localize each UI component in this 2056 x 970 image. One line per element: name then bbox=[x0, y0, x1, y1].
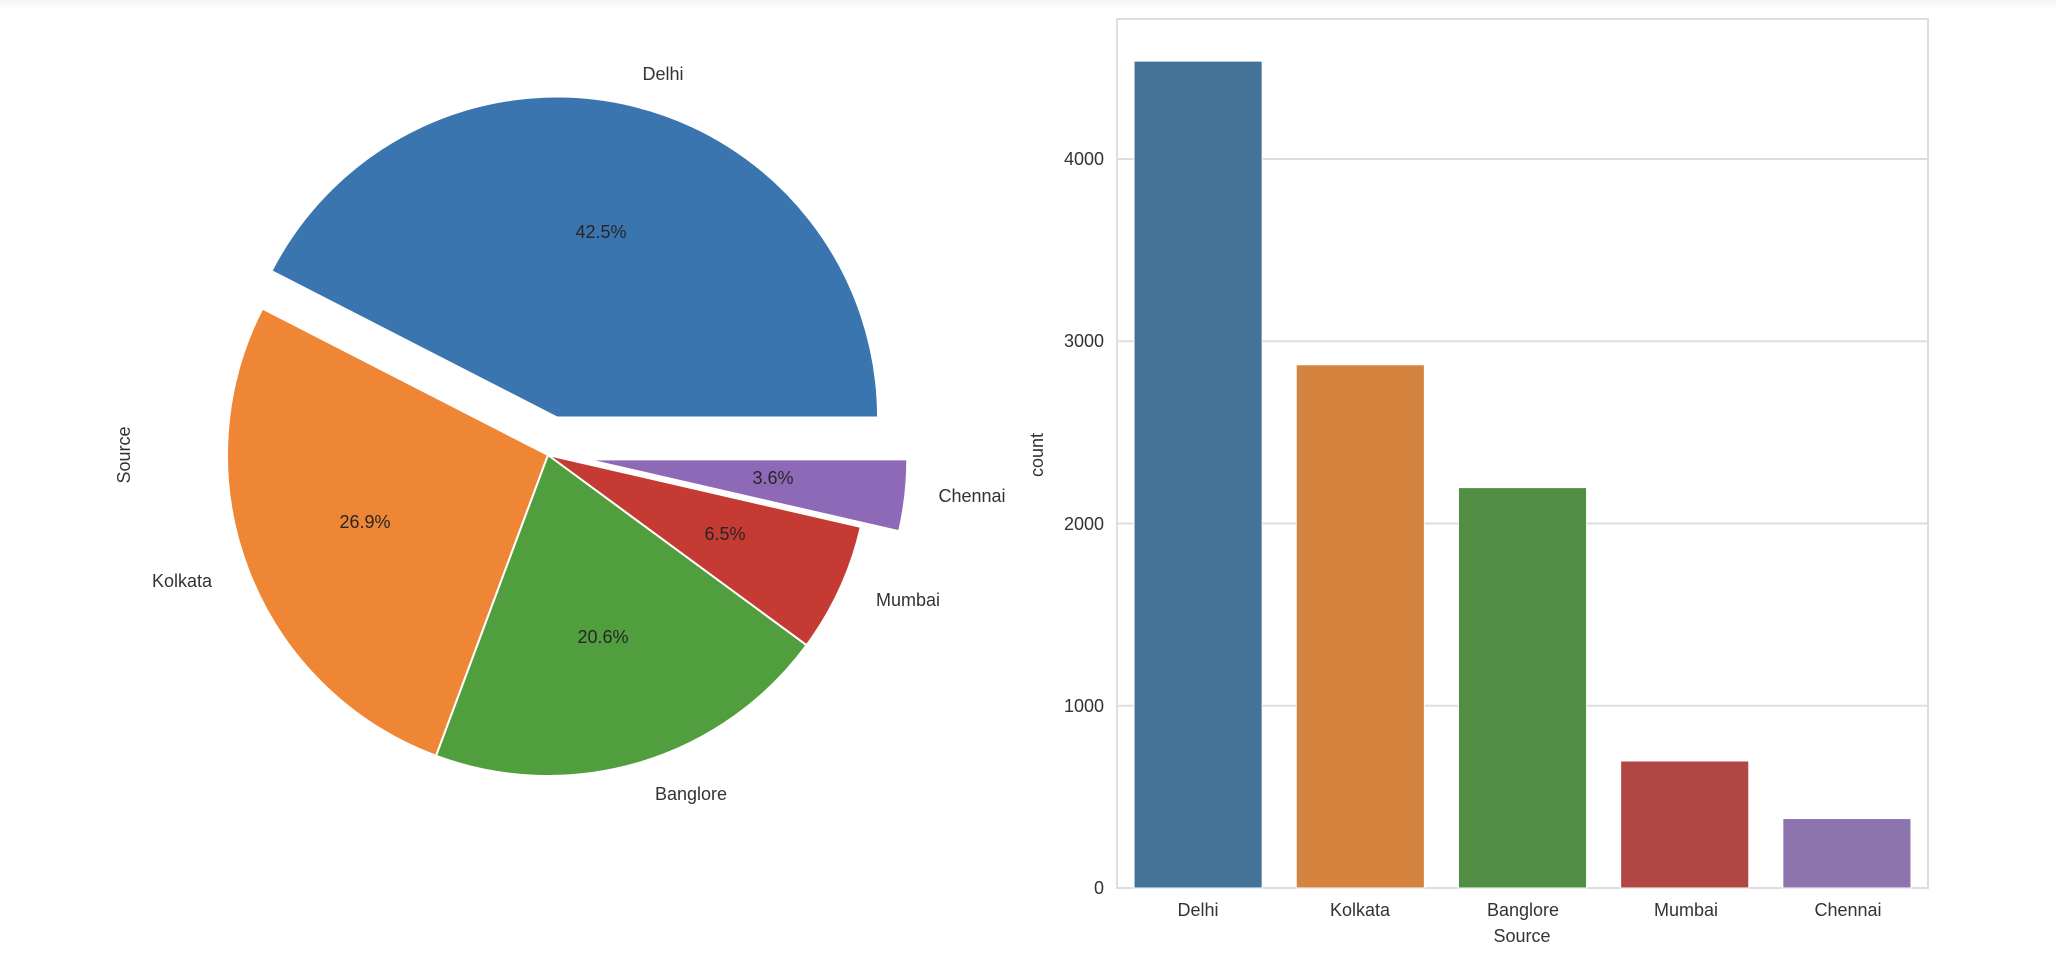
bar-ylabel: count bbox=[1027, 433, 1047, 477]
bars bbox=[1133, 60, 1912, 889]
ytick-4000: 4000 bbox=[1064, 149, 1104, 169]
xtick-mumbai: Mumbai bbox=[1654, 900, 1718, 920]
ytick-3000: 3000 bbox=[1064, 331, 1104, 351]
xtick-delhi: Delhi bbox=[1177, 900, 1218, 920]
pie-slice-banglore bbox=[435, 454, 808, 777]
bar-chart: 0 1000 2000 3000 4000 Delhi Kolkata Bang… bbox=[1027, 18, 1929, 946]
pie-chart bbox=[226, 95, 909, 777]
pie-slice-delhi bbox=[270, 95, 880, 419]
pie-slice-mumbai bbox=[547, 454, 862, 647]
ytick-0: 0 bbox=[1094, 878, 1104, 898]
pie-pct-delhi: 42.5% bbox=[575, 222, 626, 242]
bar-mumbai bbox=[1620, 760, 1750, 889]
ytick-2000: 2000 bbox=[1064, 514, 1104, 534]
xtick-chennai: Chennai bbox=[1814, 900, 1881, 920]
pie-ylabel: Source bbox=[114, 426, 134, 483]
pie-slice-chennai bbox=[585, 458, 909, 533]
xtick-banglore: Banglore bbox=[1487, 900, 1559, 920]
pie-slice-kolkata bbox=[226, 307, 549, 757]
pie-label-kolkata: Kolkata bbox=[152, 571, 213, 591]
bar-banglore bbox=[1457, 487, 1588, 889]
pie-pct-banglore: 20.6% bbox=[577, 627, 628, 647]
pie-label-banglore: Banglore bbox=[655, 784, 727, 804]
bar-xlabel: Source bbox=[1493, 926, 1550, 946]
top-edge-shadow bbox=[0, 0, 2056, 10]
pie-pct-chennai: 3.6% bbox=[752, 468, 793, 488]
pie-label-chennai: Chennai bbox=[938, 486, 1005, 506]
pie-label-delhi: Delhi bbox=[642, 64, 683, 84]
bar-chennai bbox=[1782, 818, 1912, 889]
pie-label-mumbai: Mumbai bbox=[876, 590, 940, 610]
xtick-kolkata: Kolkata bbox=[1330, 900, 1391, 920]
pie-pct-mumbai: 6.5% bbox=[704, 524, 745, 544]
bar-delhi bbox=[1133, 60, 1263, 889]
ytick-1000: 1000 bbox=[1064, 696, 1104, 716]
bar-kolkata bbox=[1295, 364, 1425, 889]
pie-pct-kolkata: 26.9% bbox=[339, 512, 390, 532]
